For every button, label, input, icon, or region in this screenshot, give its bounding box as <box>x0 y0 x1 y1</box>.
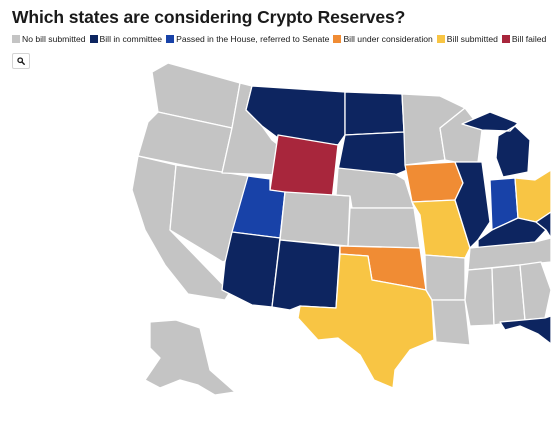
state-south-dakota[interactable] <box>337 131 408 176</box>
legend-label-failed: Bill failed <box>511 34 547 44</box>
legend: No bill submitted Bill in committee Pass… <box>12 34 550 44</box>
legend-item-passed-house: Passed in the House, referred to Senate <box>166 34 329 44</box>
legend-item-none: No bill submitted <box>12 34 86 44</box>
legend-label-submitted: Bill submitted <box>446 34 498 44</box>
legend-item-committee: Bill in committee <box>89 34 163 44</box>
legend-item-submitted: Bill submitted <box>436 34 498 44</box>
state-wyoming[interactable] <box>269 134 339 201</box>
search-icon <box>17 57 25 65</box>
legend-swatch-none <box>12 35 20 43</box>
state-alabama[interactable] <box>491 264 526 326</box>
chart-title: Which states are considering Crypto Rese… <box>12 7 406 27</box>
legend-swatch-committee <box>89 35 98 43</box>
state-louisiana[interactable] <box>431 299 471 346</box>
state-new-mexico[interactable] <box>271 239 341 311</box>
legend-label-passed-house: Passed in the House, referred to Senate <box>176 34 330 44</box>
state-arkansas[interactable] <box>424 254 466 301</box>
state-kansas[interactable] <box>347 207 421 249</box>
legend-item-failed: Bill failed <box>501 34 547 44</box>
legend-item-consideration: Bill under consideration <box>333 34 433 44</box>
state-oregon[interactable] <box>137 111 233 174</box>
state-florida[interactable] <box>499 315 551 345</box>
state-illinois[interactable] <box>454 161 491 249</box>
legend-swatch-consideration <box>333 35 342 43</box>
state-north-dakota[interactable] <box>344 91 405 136</box>
state-alaska[interactable] <box>144 319 236 396</box>
state-georgia[interactable] <box>519 261 551 321</box>
state-west-virginia[interactable] <box>535 211 551 239</box>
legend-swatch-submitted <box>436 35 445 43</box>
legend-swatch-passed-house <box>166 35 175 43</box>
state-mississippi[interactable] <box>464 267 495 327</box>
state-arizona[interactable] <box>221 231 281 308</box>
state-tennessee[interactable] <box>467 237 551 271</box>
state-texas[interactable] <box>297 253 435 389</box>
legend-label-consideration: Bill under consideration <box>343 34 433 44</box>
state-iowa[interactable] <box>404 161 464 203</box>
state-ohio[interactable] <box>514 169 551 223</box>
state-colorado[interactable] <box>279 191 351 247</box>
legend-label-committee: Bill in committee <box>99 34 163 44</box>
state-michigan[interactable] <box>461 111 531 178</box>
zoom-button[interactable] <box>12 53 30 69</box>
legend-swatch-failed <box>501 35 510 43</box>
legend-label-none: No bill submitted <box>22 34 86 44</box>
